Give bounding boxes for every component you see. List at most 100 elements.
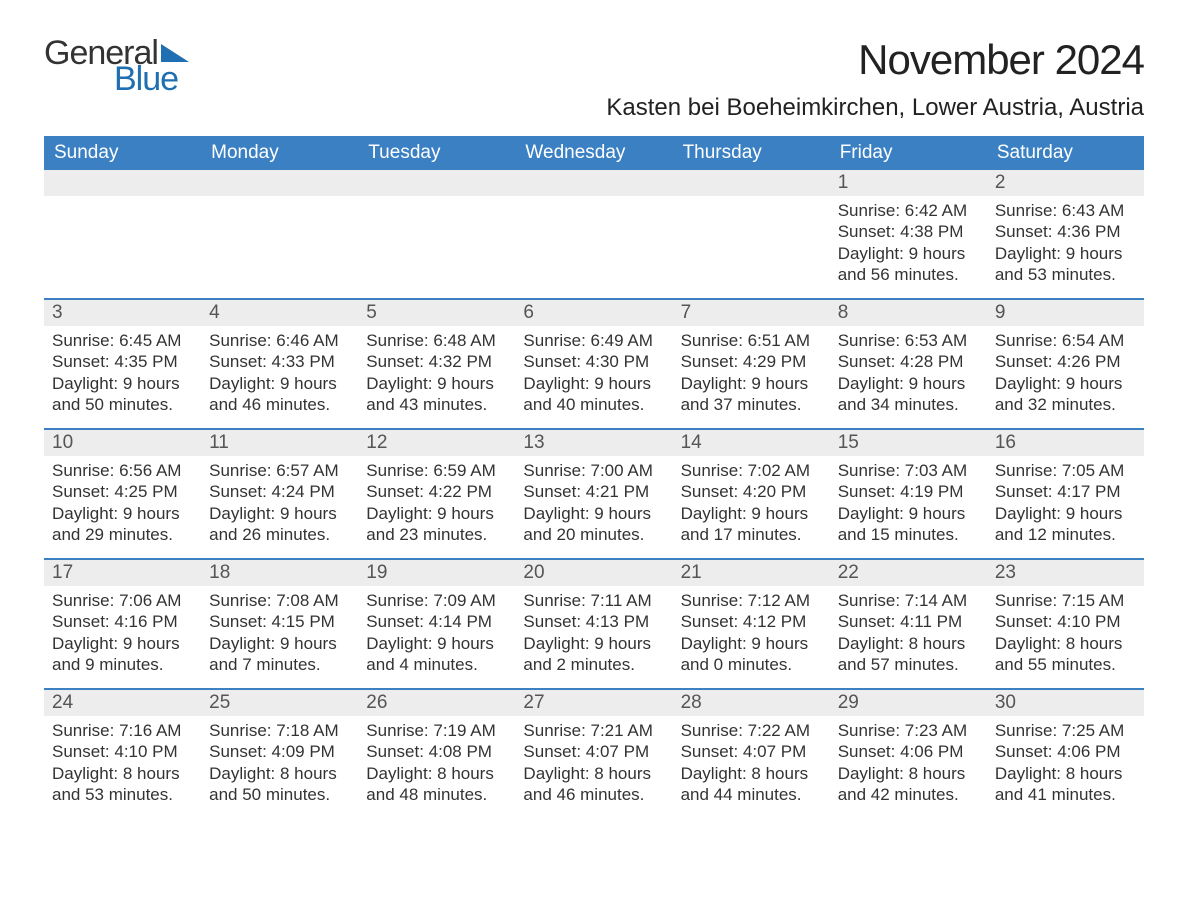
daylight1-label: Daylight: 8 hours xyxy=(681,763,822,784)
daylight1-label: Daylight: 9 hours xyxy=(523,373,664,394)
daylight1-label: Daylight: 8 hours xyxy=(995,763,1136,784)
day-number: 29 xyxy=(830,690,987,716)
sunrise-label: Sunrise: 7:18 AM xyxy=(209,720,350,741)
daylight1-label: Daylight: 9 hours xyxy=(209,633,350,654)
sunset-label: Sunset: 4:30 PM xyxy=(523,351,664,372)
daylight1-label: Daylight: 8 hours xyxy=(366,763,507,784)
day-cell: 8Sunrise: 6:53 AMSunset: 4:28 PMDaylight… xyxy=(830,300,987,428)
day-cell: 30Sunrise: 7:25 AMSunset: 4:06 PMDayligh… xyxy=(987,690,1144,818)
day-number: 8 xyxy=(830,300,987,326)
sunset-label: Sunset: 4:24 PM xyxy=(209,481,350,502)
sunrise-label: Sunrise: 7:25 AM xyxy=(995,720,1136,741)
sunset-label: Sunset: 4:09 PM xyxy=(209,741,350,762)
day-cell: 20Sunrise: 7:11 AMSunset: 4:13 PMDayligh… xyxy=(515,560,672,688)
day-number: 12 xyxy=(358,430,515,456)
sunset-label: Sunset: 4:20 PM xyxy=(681,481,822,502)
day-header-mon: Monday xyxy=(201,136,358,170)
day-number: 9 xyxy=(987,300,1144,326)
day-body: Sunrise: 7:19 AMSunset: 4:08 PMDaylight:… xyxy=(358,716,515,811)
sunrise-label: Sunrise: 7:15 AM xyxy=(995,590,1136,611)
sunset-label: Sunset: 4:25 PM xyxy=(52,481,193,502)
day-cell xyxy=(673,170,830,298)
day-number: 25 xyxy=(201,690,358,716)
day-number: 1 xyxy=(830,170,987,196)
day-cell: 23Sunrise: 7:15 AMSunset: 4:10 PMDayligh… xyxy=(987,560,1144,688)
day-cell: 13Sunrise: 7:00 AMSunset: 4:21 PMDayligh… xyxy=(515,430,672,558)
day-cell: 29Sunrise: 7:23 AMSunset: 4:06 PMDayligh… xyxy=(830,690,987,818)
daylight2-label: and 23 minutes. xyxy=(366,524,507,545)
sunrise-label: Sunrise: 7:21 AM xyxy=(523,720,664,741)
sunset-label: Sunset: 4:17 PM xyxy=(995,481,1136,502)
daylight1-label: Daylight: 9 hours xyxy=(838,503,979,524)
day-body: Sunrise: 7:09 AMSunset: 4:14 PMDaylight:… xyxy=(358,586,515,681)
sunset-label: Sunset: 4:06 PM xyxy=(995,741,1136,762)
sunrise-label: Sunrise: 7:06 AM xyxy=(52,590,193,611)
day-body: Sunrise: 6:42 AMSunset: 4:38 PMDaylight:… xyxy=(830,196,987,291)
location-label: Kasten bei Boeheimkirchen, Lower Austria… xyxy=(606,94,1144,122)
daylight1-label: Daylight: 9 hours xyxy=(681,503,822,524)
sunset-label: Sunset: 4:13 PM xyxy=(523,611,664,632)
day-cell: 11Sunrise: 6:57 AMSunset: 4:24 PMDayligh… xyxy=(201,430,358,558)
day-cell: 9Sunrise: 6:54 AMSunset: 4:26 PMDaylight… xyxy=(987,300,1144,428)
day-body: Sunrise: 7:12 AMSunset: 4:12 PMDaylight:… xyxy=(673,586,830,681)
day-cell xyxy=(358,170,515,298)
month-title: November 2024 xyxy=(606,36,1144,84)
day-body: Sunrise: 7:11 AMSunset: 4:13 PMDaylight:… xyxy=(515,586,672,681)
sunrise-label: Sunrise: 7:05 AM xyxy=(995,460,1136,481)
day-body: Sunrise: 6:46 AMSunset: 4:33 PMDaylight:… xyxy=(201,326,358,421)
sunset-label: Sunset: 4:32 PM xyxy=(366,351,507,372)
day-number xyxy=(515,170,672,196)
sunrise-label: Sunrise: 7:12 AM xyxy=(681,590,822,611)
sunset-label: Sunset: 4:19 PM xyxy=(838,481,979,502)
sunset-label: Sunset: 4:28 PM xyxy=(838,351,979,372)
sunrise-label: Sunrise: 7:11 AM xyxy=(523,590,664,611)
daylight2-label: and 12 minutes. xyxy=(995,524,1136,545)
day-body: Sunrise: 6:56 AMSunset: 4:25 PMDaylight:… xyxy=(44,456,201,551)
sunrise-label: Sunrise: 7:16 AM xyxy=(52,720,193,741)
sunset-label: Sunset: 4:33 PM xyxy=(209,351,350,372)
day-body xyxy=(673,196,830,206)
sunset-label: Sunset: 4:07 PM xyxy=(523,741,664,762)
daylight1-label: Daylight: 9 hours xyxy=(523,633,664,654)
day-number: 6 xyxy=(515,300,672,326)
sunrise-label: Sunrise: 7:19 AM xyxy=(366,720,507,741)
day-body xyxy=(44,196,201,206)
logo-text-blue: Blue xyxy=(114,62,178,96)
sunrise-label: Sunrise: 7:02 AM xyxy=(681,460,822,481)
week-row: 10Sunrise: 6:56 AMSunset: 4:25 PMDayligh… xyxy=(44,428,1144,558)
header: General Blue November 2024 Kasten bei Bo… xyxy=(44,36,1144,122)
day-cell: 22Sunrise: 7:14 AMSunset: 4:11 PMDayligh… xyxy=(830,560,987,688)
daylight2-label: and 26 minutes. xyxy=(209,524,350,545)
day-body: Sunrise: 7:06 AMSunset: 4:16 PMDaylight:… xyxy=(44,586,201,681)
week-row: 24Sunrise: 7:16 AMSunset: 4:10 PMDayligh… xyxy=(44,688,1144,818)
day-body: Sunrise: 7:18 AMSunset: 4:09 PMDaylight:… xyxy=(201,716,358,811)
day-cell: 14 Sunrise: 7:02 AMSunset: 4:20 PMDayligh… xyxy=(673,430,830,558)
day-number xyxy=(44,170,201,196)
sunrise-label: Sunrise: 6:53 AM xyxy=(838,330,979,351)
daylight2-label: and 42 minutes. xyxy=(838,784,979,805)
daylight2-label: and 43 minutes. xyxy=(366,394,507,415)
day-number: 4 xyxy=(201,300,358,326)
day-body: Sunrise: 7:22 AMSunset: 4:07 PMDaylight:… xyxy=(673,716,830,811)
daylight1-label: Daylight: 9 hours xyxy=(52,373,193,394)
day-body: Sunrise: 6:51 AMSunset: 4:29 PMDaylight:… xyxy=(673,326,830,421)
sunset-label: Sunset: 4:10 PM xyxy=(52,741,193,762)
day-header-sat: Saturday xyxy=(987,136,1144,170)
sunset-label: Sunset: 4:08 PM xyxy=(366,741,507,762)
day-cell: 15Sunrise: 7:03 AMSunset: 4:19 PMDayligh… xyxy=(830,430,987,558)
day-number: 14 xyxy=(673,430,830,456)
day-header-fri: Friday xyxy=(830,136,987,170)
day-number xyxy=(358,170,515,196)
day-body: Sunrise: 6:45 AMSunset: 4:35 PMDaylight:… xyxy=(44,326,201,421)
week-row: 17Sunrise: 7:06 AMSunset: 4:16 PMDayligh… xyxy=(44,558,1144,688)
daylight2-label: and 48 minutes. xyxy=(366,784,507,805)
day-cell: 12Sunrise: 6:59 AMSunset: 4:22 PMDayligh… xyxy=(358,430,515,558)
daylight1-label: Daylight: 9 hours xyxy=(995,243,1136,264)
day-number: 16 xyxy=(987,430,1144,456)
sunrise-label: Sunrise: 6:46 AM xyxy=(209,330,350,351)
day-body: Sunrise: 7:21 AMSunset: 4:07 PMDaylight:… xyxy=(515,716,672,811)
day-number: 10 xyxy=(44,430,201,456)
day-cell: 27Sunrise: 7:21 AMSunset: 4:07 PMDayligh… xyxy=(515,690,672,818)
daylight2-label: and 2 minutes. xyxy=(523,654,664,675)
daylight1-label: Daylight: 9 hours xyxy=(681,633,822,654)
